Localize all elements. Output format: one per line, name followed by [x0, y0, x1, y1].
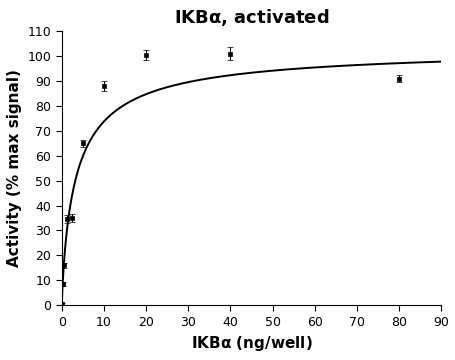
Title: $\mathbf{IKB}\mathbf{\alpha}$, activated: $\mathbf{IKB}\mathbf{\alpha}$, activated — [173, 7, 329, 28]
Y-axis label: Activity (% max signal): Activity (% max signal) — [7, 69, 22, 267]
X-axis label: $\mathbf{IKB\alpha}$ (ng/well): $\mathbf{IKB\alpha}$ (ng/well) — [190, 334, 312, 353]
